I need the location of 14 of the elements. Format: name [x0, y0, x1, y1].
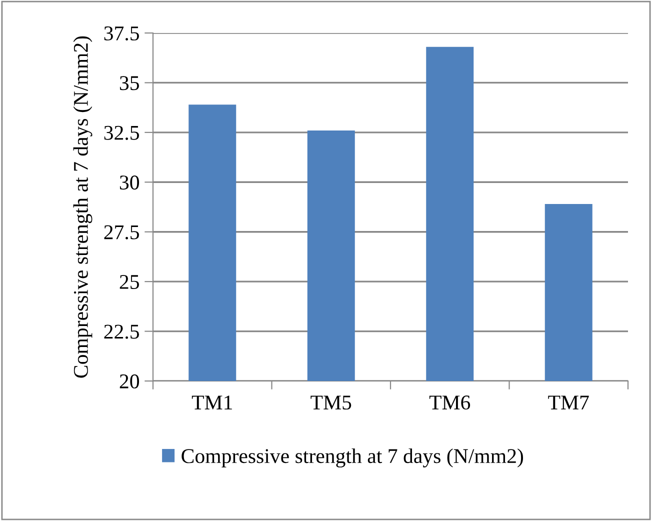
- y-tick-label: 25: [120, 275, 139, 290]
- legend-label: Compressive strength at 7 days (N/mm2): [182, 448, 524, 468]
- y-tick-label: 20: [120, 374, 140, 388]
- y-axis-title: Compressive strength at 7 days (N/mm2): [73, 36, 92, 378]
- x-tick-label: TM6: [429, 396, 470, 410]
- y-tick-label: 22.5: [104, 324, 139, 339]
- y-tick-label: 32.5: [104, 126, 139, 140]
- y-tick-label: 27.5: [104, 225, 139, 240]
- x-tick-label: TM1: [192, 396, 232, 410]
- y-tick-label: 37.5: [104, 26, 139, 41]
- x-tick-label: TM5: [310, 396, 352, 410]
- y-tick-label: 35: [120, 76, 139, 90]
- y-tick-label: 30: [120, 176, 140, 190]
- x-tick-label: TM7: [548, 396, 589, 410]
